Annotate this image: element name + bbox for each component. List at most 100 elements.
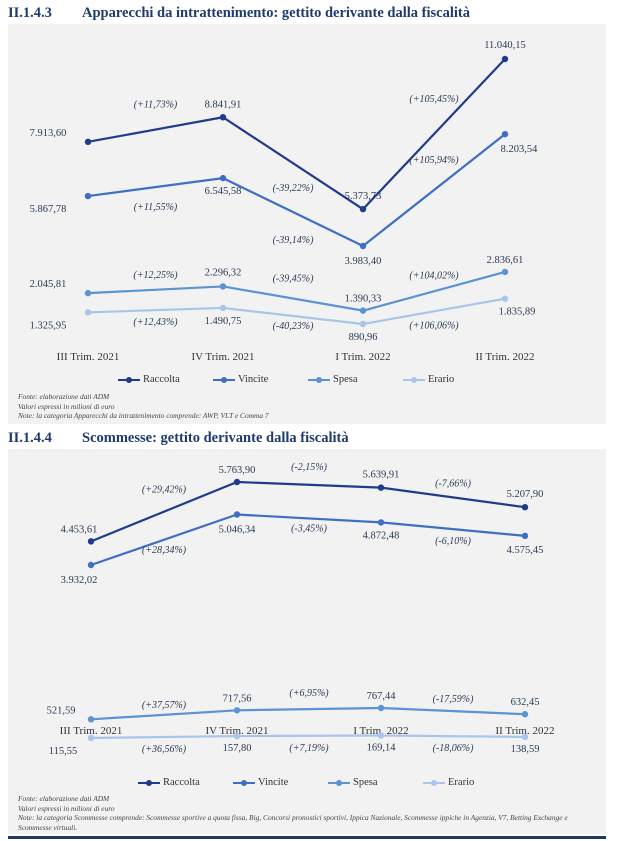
bottom-rule xyxy=(8,836,606,839)
data-label-vincite: 5.046,34 xyxy=(219,525,257,536)
data-label-spesa: 2.836,61 xyxy=(487,255,524,266)
legend-item-raccolta: Raccolta xyxy=(118,374,180,385)
section-title-scommesse: II.1.4.4 Scommesse: gettito derivante dal… xyxy=(8,430,349,447)
data-label-raccolta: 5.763,90 xyxy=(219,465,256,476)
note-line: Note: la categoria Scommesse comprende: … xyxy=(18,813,568,822)
chart-legend: Raccolta Vincite Spesa Erario xyxy=(118,374,598,388)
data-point-raccolta xyxy=(501,55,509,63)
change-label-erario: (+106,06%) xyxy=(409,320,459,331)
data-label-erario: 138,59 xyxy=(511,744,540,755)
data-label-spesa: 2.045,81 xyxy=(30,279,67,290)
note-line: Valori espressi in milioni di euro xyxy=(18,803,115,813)
x-tick-label: III Trim. 2021 xyxy=(57,351,120,363)
legend-swatch xyxy=(138,779,160,786)
legend-label: Vincite xyxy=(258,777,289,788)
data-point-raccolta xyxy=(377,484,385,491)
x-tick-label: I Trim. 2022 xyxy=(335,351,390,363)
data-label-erario: 1.490,75 xyxy=(205,316,242,327)
x-tick-label: II Trim. 2022 xyxy=(476,351,535,363)
chart-panel-scommesse: III Trim. 2021 IV Trim. 2021 I Trim. 2022 I… xyxy=(8,449,606,834)
change-label-erario: (-18,06%) xyxy=(433,743,474,754)
section-number: II.1.4.3 xyxy=(8,5,52,21)
legend-swatch xyxy=(233,779,255,786)
data-label-raccolta: 11.040,15 xyxy=(484,40,526,51)
note-line: Note: la categoria Apparecchi da intratt… xyxy=(18,411,269,420)
change-label-raccolta: (-7,66%) xyxy=(435,478,471,489)
change-label-vincite: (+105,94%) xyxy=(409,155,459,166)
change-label-spesa: (+104,02%) xyxy=(409,270,459,281)
data-point-raccolta xyxy=(84,138,92,146)
series-line-spesa xyxy=(87,270,506,312)
section-number: II.1.4.4 xyxy=(8,430,52,446)
data-label-spesa: 2.296,32 xyxy=(205,267,242,278)
data-point-spesa xyxy=(359,307,367,314)
data-point-spesa xyxy=(87,716,95,723)
legend-label: Raccolta xyxy=(143,374,180,385)
data-label-spesa: 767,44 xyxy=(367,691,397,702)
change-label-spesa: (-39,45%) xyxy=(273,274,314,285)
legend-label: Raccolta xyxy=(163,777,200,788)
legend-swatch xyxy=(308,376,330,383)
series-line-erario xyxy=(90,734,526,740)
data-point-spesa xyxy=(521,711,529,718)
series-line-spesa xyxy=(90,706,526,721)
data-label-spesa: 1.390,33 xyxy=(345,294,382,305)
legend-item-erario: Erario xyxy=(403,374,454,385)
chart-notes: Fonte: elaborazione dati ADM Valori espr… xyxy=(18,794,568,832)
change-label-raccolta: (+11,73%) xyxy=(134,100,178,111)
change-label-erario: (+7,19%) xyxy=(289,743,329,754)
section-heading: Apparecchi da intrattenimento: gettito d… xyxy=(82,5,470,21)
legend-item-vincite: Vincite xyxy=(233,777,288,788)
data-point-erario xyxy=(521,733,529,741)
change-label-vincite: (-39,14%) xyxy=(273,235,314,246)
legend-label: Spesa xyxy=(333,374,358,385)
legend-label: Erario xyxy=(448,777,475,788)
data-label-spesa: 717,56 xyxy=(223,693,252,704)
legend-item-raccolta: Raccolta xyxy=(138,777,200,788)
legend-item-erario: Erario xyxy=(423,777,474,788)
data-point-raccolta xyxy=(219,114,227,121)
x-tick-label: II Trim. 2022 xyxy=(496,725,555,737)
x-tick-label: IV Trim. 2021 xyxy=(191,351,254,363)
change-label-spesa: (+37,57%) xyxy=(142,700,187,711)
data-label-erario: 169,14 xyxy=(367,743,397,754)
series-line-raccolta xyxy=(90,480,526,543)
legend-swatch xyxy=(403,376,425,383)
x-tick-label: III Trim. 2021 xyxy=(60,725,123,737)
line-chart-apparecchi: III Trim. 2021 IV Trim. 2021 I Trim. 2022 I… xyxy=(30,40,539,363)
data-point-vincite xyxy=(501,130,509,138)
data-label-vincite: 3.932,02 xyxy=(61,575,98,586)
series-line-vincite xyxy=(87,133,506,248)
data-point-spesa xyxy=(233,707,241,714)
data-point-vincite xyxy=(233,511,241,518)
data-label-erario: 115,55 xyxy=(49,746,78,757)
legend-item-vincite: Vincite xyxy=(213,374,268,385)
change-label-spesa: (+12,25%) xyxy=(133,270,178,281)
note-line: Fonte: elaborazione dati ADM xyxy=(18,794,110,803)
legend-swatch xyxy=(118,376,140,383)
change-label-spesa: (+6,95%) xyxy=(289,688,329,699)
data-point-erario xyxy=(377,732,385,739)
data-label-erario: 1.835,89 xyxy=(499,307,536,318)
chart-notes: Fonte: elaborazione dati ADM Valori espr… xyxy=(18,392,269,421)
section-heading: Scommesse: gettito derivante dalla fisca… xyxy=(82,430,349,446)
change-label-raccolta: (+105,45%) xyxy=(409,94,459,105)
data-point-erario xyxy=(501,295,509,302)
data-label-vincite: 4.872,48 xyxy=(363,530,400,541)
data-label-spesa: 632,45 xyxy=(511,697,540,708)
data-label-raccolta: 5.207,90 xyxy=(507,489,544,500)
data-point-raccolta xyxy=(359,205,367,213)
data-point-spesa xyxy=(219,283,227,290)
data-point-spesa xyxy=(84,289,92,297)
legend-label: Spesa xyxy=(353,777,378,788)
data-label-vincite: 3.983,40 xyxy=(345,256,382,267)
data-point-erario xyxy=(84,309,92,316)
data-label-raccolta: 7.913,60 xyxy=(30,128,67,139)
change-label-spesa: (-17,59%) xyxy=(433,694,474,705)
change-label-erario: (-40,23%) xyxy=(273,321,314,332)
change-label-vincite: (-6,10%) xyxy=(435,536,471,547)
data-label-vincite: 6.545,58 xyxy=(205,186,242,197)
legend-label: Erario xyxy=(428,374,455,385)
data-point-erario xyxy=(219,304,227,312)
legend-item-spesa: Spesa xyxy=(328,777,378,788)
